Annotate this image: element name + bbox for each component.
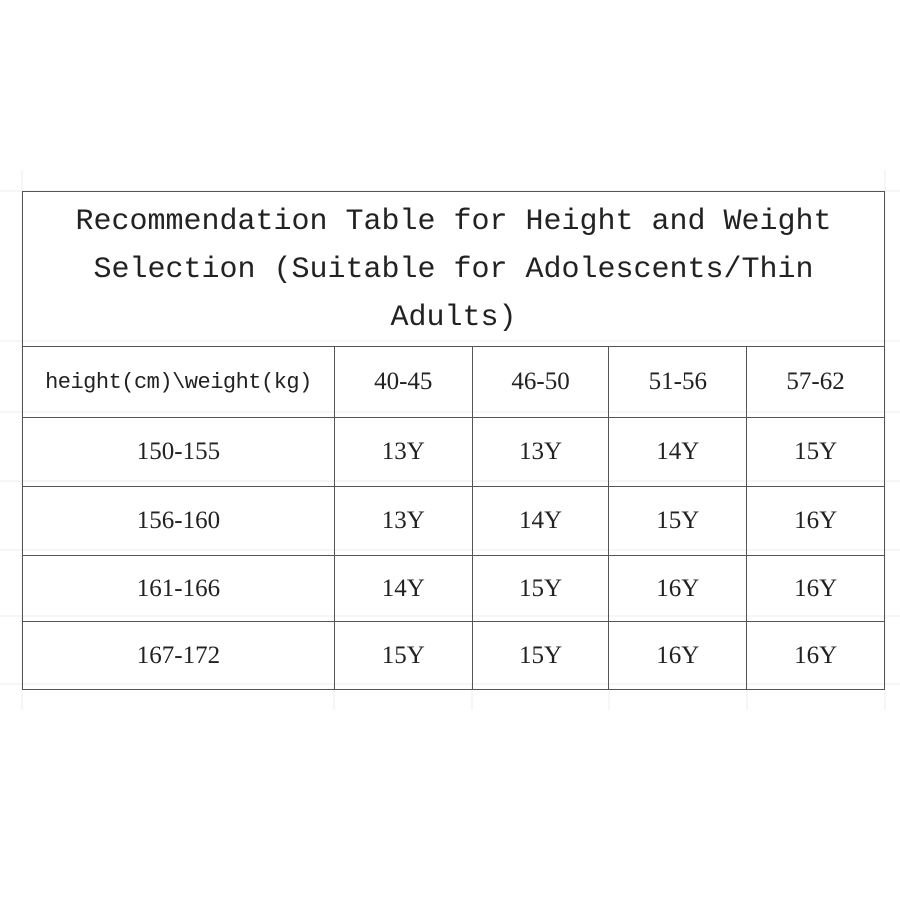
height-cell: 161-166 — [22, 555, 335, 622]
size-cell: 16Y — [608, 555, 748, 622]
height-cell: 167-172 — [22, 621, 335, 690]
table-row: 150-155 13Y 13Y 14Y 15Y — [22, 417, 885, 487]
size-cell: 15Y — [608, 486, 748, 556]
weight-header: 57-62 — [746, 346, 885, 418]
size-cell: 16Y — [746, 621, 885, 690]
table-row: 161-166 14Y 15Y 16Y 16Y — [22, 555, 885, 622]
size-cell: 16Y — [746, 486, 885, 556]
corner-header: height(cm)\weight(kg) — [22, 346, 335, 418]
weight-header: 51-56 — [608, 346, 748, 418]
size-cell: 15Y — [746, 417, 885, 487]
table-title: Recommendation Table for Height and Weig… — [22, 191, 885, 347]
size-cell: 15Y — [471, 555, 610, 622]
weight-header: 40-45 — [333, 346, 473, 418]
size-cell: 13Y — [333, 417, 473, 487]
size-cell: 15Y — [471, 621, 610, 690]
size-cell: 15Y — [333, 621, 473, 690]
table-row: 156-160 13Y 14Y 15Y 16Y — [22, 486, 885, 556]
size-cell: 14Y — [333, 555, 473, 622]
height-cell: 156-160 — [22, 486, 335, 556]
height-weight-size-table: Recommendation Table for Height and Weig… — [22, 191, 885, 690]
size-cell: 14Y — [608, 417, 748, 487]
size-cell: 16Y — [608, 621, 748, 690]
header-row: height(cm)\weight(kg) 40-45 46-50 51-56 … — [22, 346, 885, 418]
table-row: 167-172 15Y 15Y 16Y 16Y — [22, 621, 885, 690]
size-cell: 13Y — [333, 486, 473, 556]
size-cell: 13Y — [471, 417, 610, 487]
weight-header: 46-50 — [471, 346, 610, 418]
height-cell: 150-155 — [22, 417, 335, 487]
size-cell: 16Y — [746, 555, 885, 622]
size-cell: 14Y — [471, 486, 610, 556]
